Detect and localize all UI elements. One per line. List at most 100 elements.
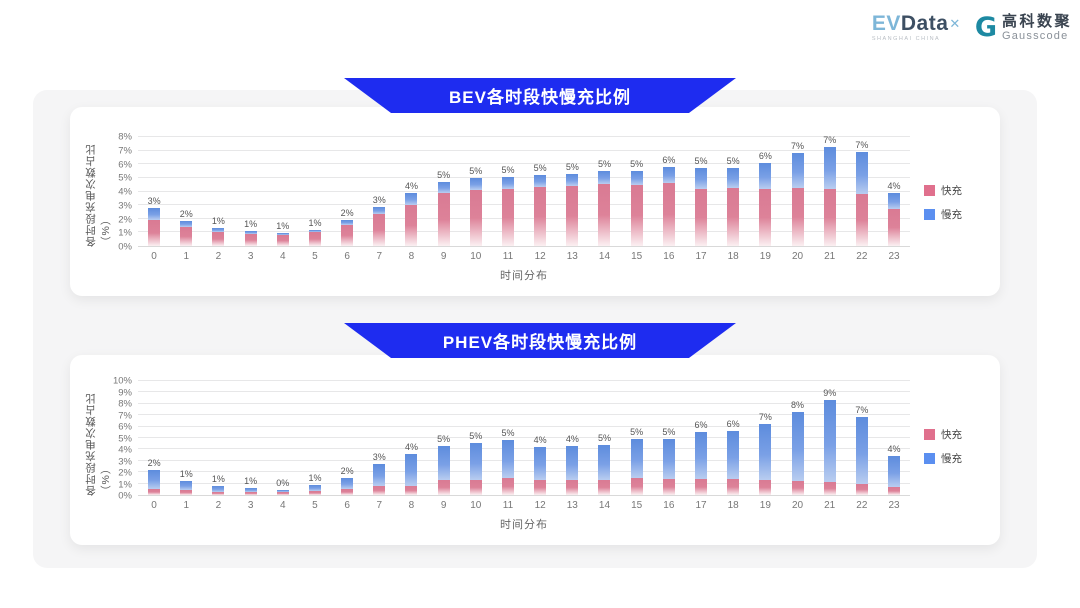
x-tick-label: 16 [663,500,675,511]
bar-value-label: 4% [887,444,901,455]
fast-charge-segment [469,190,482,246]
x-tick-label: 17 [695,251,707,262]
slow-charge-segment [855,152,868,194]
evdata-x-icon: ✕ [949,16,961,31]
x-tick-label: 22 [856,500,868,511]
slow-charge-segment [148,207,161,221]
fast-charge-segment [888,208,901,246]
bar-value-label: 5% [694,156,708,167]
x-tick-label: 18 [727,251,739,262]
x-tick-label: 19 [759,251,771,262]
fast-charge-segment [373,486,386,495]
bar-value-label: 4% [404,180,418,191]
bar-slot: 6% [717,381,749,495]
bar-value-label: 6% [758,150,772,161]
slow-charge-segment [308,485,321,492]
bar-value-label: 7% [791,141,805,152]
bar-value-label: 5% [533,163,547,174]
x-tick-label: 11 [502,251,514,262]
y-tick-label: 4% [118,444,132,456]
x-tick-label: 4 [279,500,286,511]
gridline [138,448,910,450]
x-tick-label: 5 [312,500,318,511]
y-tick-label: 2% [118,467,132,479]
x-tick-label: 17 [695,500,707,511]
slow-charge-segment [180,220,193,227]
bar-value-label: 3% [372,451,386,462]
gausscode-cn-name: 高科数聚 [1001,13,1072,30]
bar-slot: 3% [363,381,395,495]
fast-charge-segment [501,188,514,246]
fast-charge-segment [662,479,675,495]
bar-value-label: 7% [855,405,869,416]
fast-charge-segment [244,233,257,246]
bar-value-label: 1% [244,219,258,230]
bar-slot: 5% [460,137,492,246]
gridline [138,459,910,461]
slow-charge-segment [855,417,868,485]
bar-value-label: 7% [758,412,772,423]
bar-value-label: 6% [662,154,676,165]
bar-slot: 5% [588,381,620,495]
evdata-subtitle: SHANGHAI CHINA [871,36,941,42]
fast-charge-segment [341,488,354,495]
slow-charge-segment [501,440,514,479]
bar-value-label: 4% [533,435,547,446]
bar-slot: 7% [846,381,878,495]
slow-charge-segment [598,444,611,480]
fast-charge-segment [534,187,547,246]
bar-value-label: 9% [823,388,837,399]
fast-charge-segment [823,481,836,495]
x-tick-label: 10 [470,500,482,511]
evdata-data-text: Data [900,12,949,35]
legend-label: 慢充 [941,209,962,221]
x-axis-ticks: 0 1 2 3 4 5 6 7 8 9 10 11 12 13 14 15 16 17 18 19 20 21 22 23 [138,500,910,511]
bar-slot: 2% [331,381,363,495]
x-tick-label: 12 [534,251,546,262]
x-tick-label: 0 [151,251,157,262]
slow-charge-segment [276,233,289,236]
gridline [138,217,910,219]
bar-slot: 1% [202,137,234,246]
y-tick-label: 6% [118,159,132,170]
x-tick-label: 0 [151,500,157,511]
fast-charge-segment [662,183,675,246]
x-tick-label: 23 [888,251,900,262]
gridline [138,190,910,192]
slow-charge-segment [888,456,901,488]
slow-charge-segment [469,442,482,480]
bar-value-label: 5% [437,169,451,180]
fast-charge-segment [855,484,868,495]
slow-charge-segment [308,229,321,233]
x-tick-label: 8 [408,500,415,511]
bar-value-label: 7% [855,140,869,150]
bar-value-label: 0% [276,477,290,488]
bar-value-label: 5% [469,165,483,176]
fast-charge-segment [566,480,579,495]
x-tick-label: 19 [759,500,771,511]
x-tick-label: 1 [183,251,190,262]
x-tick-label: 3 [247,251,254,262]
bar-slot: 5% [717,137,749,246]
x-tick-label: 6 [344,500,350,511]
x-axis-title: 时间分布 [500,519,548,531]
y-axis-ticks: 0% 1% 2% 3% 4% 5% 6% 7% 8% 9% 10% [108,376,138,502]
slow-charge-segment [341,477,354,489]
fast-charge-segment [180,226,193,246]
bar-slot: 6% [653,137,685,246]
legend-item: 慢充 [924,207,990,222]
evdata-wordmark: EVData✕ [871,12,961,35]
x-tick-label: 15 [631,500,643,511]
fast-charge-segment [405,485,418,495]
legend: 快充 慢充 [910,427,990,532]
x-tick-label: 3 [247,500,254,511]
bar-slot: 2% [138,381,170,495]
slow-charge-segment [212,485,225,492]
fast-charge-segment [791,188,804,246]
x-tick-label: 10 [470,251,482,262]
bev-chart: 各时段充电次数占比（%） 0% 1% 2% 3% 4% 5% 6% 7% 8% 3% 2% 1% 1%… [85,132,990,283]
evdata-ev-text: EV [871,12,901,35]
x-tick-label: 21 [824,251,836,262]
bar-value-label: 2% [340,208,354,219]
bar-value-label: 2% [340,465,354,476]
